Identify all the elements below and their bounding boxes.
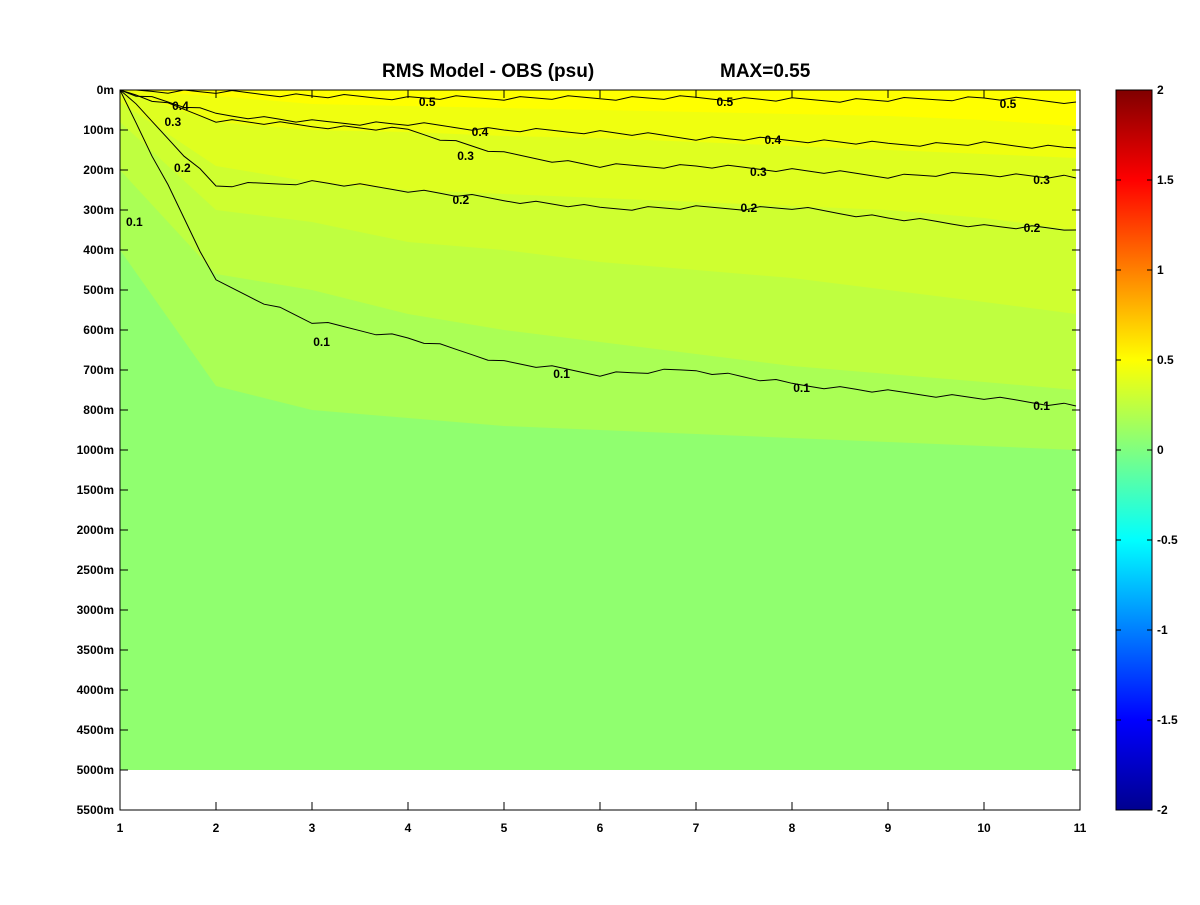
y-tick-label: 200m bbox=[83, 163, 114, 177]
fill-band-0_5 bbox=[120, 90, 1076, 126]
y-tick-label: 3000m bbox=[77, 603, 114, 617]
x-tick-label: 7 bbox=[693, 821, 700, 835]
colorbar-tick-label: -0.5 bbox=[1157, 533, 1178, 547]
x-tick-label: 6 bbox=[597, 821, 604, 835]
contour-label-0_4: 0.4 bbox=[472, 125, 489, 139]
chart-max-label: MAX=0.55 bbox=[720, 61, 811, 82]
y-tick-label: 400m bbox=[83, 243, 114, 257]
x-tick-label: 2 bbox=[213, 821, 220, 835]
y-tick-label: 4000m bbox=[77, 683, 114, 697]
colorbar-tick-label: -2 bbox=[1157, 803, 1168, 817]
contour-label-0_3: 0.3 bbox=[457, 149, 474, 163]
colorbar-tick-label: -1.5 bbox=[1157, 713, 1178, 727]
contour-label-0_2: 0.2 bbox=[174, 161, 191, 175]
contour-label-0_1: 0.1 bbox=[793, 381, 810, 395]
contour-label-0_1: 0.1 bbox=[313, 335, 330, 349]
x-tick-label: 9 bbox=[885, 821, 892, 835]
colorbar-tick-label: 1.5 bbox=[1157, 173, 1174, 187]
contour-line-0_1 bbox=[119, 89, 1077, 407]
colorbar-tick-label: 1 bbox=[1157, 263, 1164, 277]
colorbar-tick-label: -1 bbox=[1157, 623, 1168, 637]
contour-label-0_4: 0.4 bbox=[172, 99, 189, 113]
y-tick-label: 1500m bbox=[77, 483, 114, 497]
y-tick-label: 1000m bbox=[77, 443, 114, 457]
y-tick-label: 0m bbox=[97, 83, 114, 97]
x-tick-label: 11 bbox=[1074, 821, 1087, 835]
chart-title: RMS Model - OBS (psu) bbox=[382, 61, 594, 82]
colorbar-tick-label: 0.5 bbox=[1157, 353, 1174, 367]
contour-label-0_5: 0.5 bbox=[716, 95, 733, 109]
colorbar-axis: 2 1.5 1 0.5 0 -0.5 -1 -1.5 -2 bbox=[1116, 83, 1178, 817]
y-tick-label: 4500m bbox=[77, 723, 114, 737]
y-tick-label: 5000m bbox=[77, 763, 114, 777]
y-tick-label: 700m bbox=[83, 363, 114, 377]
x-tick-label: 5 bbox=[501, 821, 508, 835]
y-tick-label: 100m bbox=[83, 123, 114, 137]
y-tick-label: 300m bbox=[83, 203, 114, 217]
contour-label-0_1: 0.1 bbox=[126, 215, 143, 229]
x-tick-label: 1 bbox=[117, 821, 124, 835]
contour-label-0_5: 0.5 bbox=[419, 95, 436, 109]
contour-label-0_3: 0.3 bbox=[1033, 173, 1050, 187]
x-tick-label: 8 bbox=[789, 821, 796, 835]
contour-label-0_2: 0.2 bbox=[1024, 221, 1041, 235]
y-tick-label: 500m bbox=[83, 283, 114, 297]
y-tick-label: 2000m bbox=[77, 523, 114, 537]
contour-line-0_5 bbox=[120, 89, 1077, 105]
contour-line-0_2 bbox=[119, 89, 1077, 231]
contour-lines-layer bbox=[119, 89, 1077, 407]
plot-fill-layer bbox=[120, 90, 1076, 770]
contour-line-0_4 bbox=[119, 89, 1077, 149]
y-tick-label: 5500m bbox=[77, 803, 114, 817]
x-axis: 1 2 3 4 5 6 7 8 9 10 11 bbox=[117, 90, 1087, 835]
contour-label-0_2: 0.2 bbox=[740, 201, 757, 215]
y-axis: 0m 100m 200m 300m 400m 500m 600m 700m 800m 1000m 1… bbox=[77, 83, 1080, 817]
y-tick-label: 600m bbox=[83, 323, 114, 337]
contour-label-0_3: 0.3 bbox=[164, 115, 181, 129]
y-tick-label: 800m bbox=[83, 403, 114, 417]
contour-label-0_3: 0.3 bbox=[750, 165, 767, 179]
contour-label-0_1: 0.1 bbox=[1033, 399, 1050, 413]
contour-label-0_1: 0.1 bbox=[553, 367, 570, 381]
colorbar-tick-label: 2 bbox=[1157, 83, 1164, 97]
contour-line-0_3 bbox=[119, 89, 1077, 179]
colorbar bbox=[1115, 89, 1153, 811]
x-tick-label: 3 bbox=[309, 821, 316, 835]
x-tick-label: 10 bbox=[977, 821, 991, 835]
contour-label-0_4: 0.4 bbox=[764, 133, 781, 147]
y-tick-label: 2500m bbox=[77, 563, 114, 577]
contour-label-0_5: 0.5 bbox=[1000, 97, 1017, 111]
contour-labels-layer: 0.5 0.5 0.5 0.4 0.4 0.4 0.3 0.3 0.3 0.3 0.2 0.2 0.2 0… bbox=[126, 95, 1050, 413]
contour-label-0_2: 0.2 bbox=[452, 193, 469, 207]
colorbar-tick-label: 0 bbox=[1157, 443, 1164, 457]
y-tick-label: 3500m bbox=[77, 643, 114, 657]
x-tick-label: 4 bbox=[405, 821, 412, 835]
